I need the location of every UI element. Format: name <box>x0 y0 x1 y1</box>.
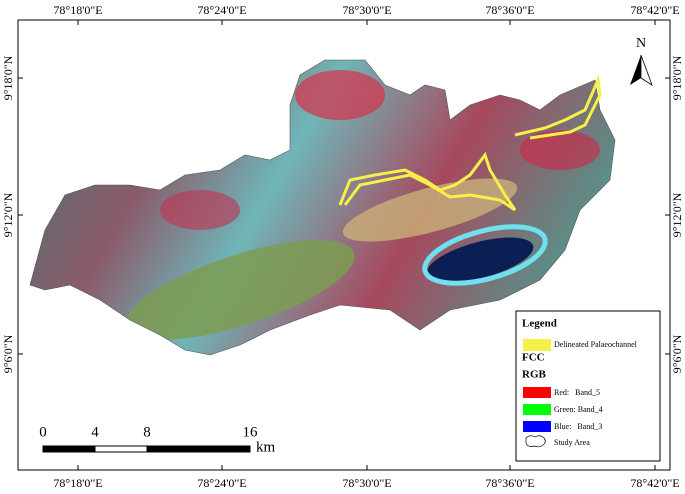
north-label: N <box>636 36 646 51</box>
north-arrow: N <box>630 36 653 86</box>
legend-label: Delineated Palaeochannel <box>554 340 638 349</box>
legend: Legend Delineated Palaeochannel FCC RGB … <box>515 310 661 462</box>
top-coord-label: 78°30'0"E <box>342 3 391 17</box>
top-coord-label: 78°18'0"E <box>53 3 102 17</box>
legend-label: Blue: Band_3 <box>554 422 602 431</box>
legend-title: Legend <box>522 318 557 330</box>
scale-label: 16 <box>243 424 259 440</box>
legend-swatch <box>523 421 551 432</box>
top-coord-label: 78°36'0"E <box>485 3 534 17</box>
study-area-outline <box>29 59 616 356</box>
left-coord-label: 9°18'0"N <box>1 55 15 100</box>
bottom-coord-label: 78°30'0"E <box>342 476 391 490</box>
legend-label: Green: Band_4 <box>554 405 603 414</box>
legend-label: Study Area <box>554 438 590 447</box>
legend-swatch <box>525 435 546 448</box>
top-coord-label: 78°24'0"E <box>197 3 246 17</box>
bottom-coord-label: 78°42'0"E <box>630 476 679 490</box>
scale-label: 8 <box>143 424 151 440</box>
bottom-coord-label: 78°24'0"E <box>197 476 246 490</box>
legend-swatch <box>523 404 551 415</box>
scale-bar: 0 4 8 16 km <box>39 424 275 455</box>
coordinate-labels: 78°18'0"E 78°24'0"E 78°30'0"E 78°36'0"E 78°4… <box>1 3 684 490</box>
bottom-coord-label: 78°18'0"E <box>53 476 102 490</box>
legend-heading: FCC <box>522 352 545 364</box>
palaeochannel <box>514 74 602 140</box>
scale-unit: km <box>256 439 276 455</box>
legend-swatch <box>523 339 551 351</box>
right-coord-label: 9°18'0"N <box>670 55 684 100</box>
top-coord-label: 78°42'0"E <box>630 3 679 17</box>
right-coord-label: 9°6'0"N <box>670 334 684 373</box>
left-coord-label: 9°6'0"N <box>1 334 15 373</box>
scale-label: 0 <box>39 424 47 440</box>
legend-label: Red: Band_5 <box>554 388 600 397</box>
right-coord-label: 9°12'0"N <box>670 192 684 237</box>
palaeochannel <box>338 151 517 212</box>
legend-swatch <box>523 387 551 398</box>
legend-heading: RGB <box>522 369 547 381</box>
left-coord-label: 9°12'0"N <box>1 192 15 237</box>
scale-label: 4 <box>91 424 99 440</box>
bottom-coord-label: 78°36'0"E <box>485 476 534 490</box>
